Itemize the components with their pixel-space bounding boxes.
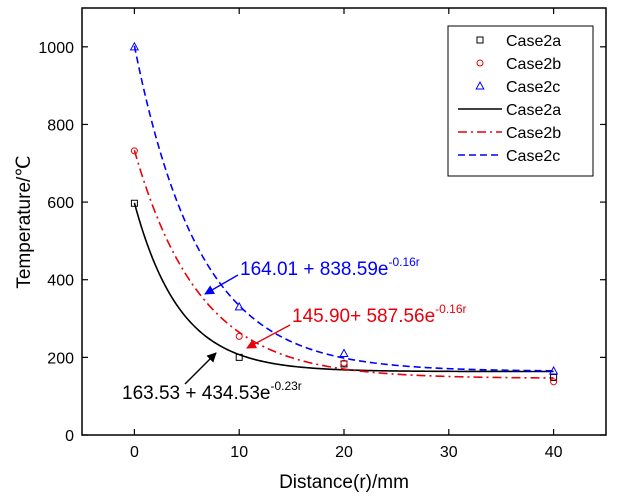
annotation-text-case2c: 164.01 + 838.59e-0.16r — [240, 255, 420, 280]
annotation-case2a: 163.53 + 434.53e-0.23r — [122, 352, 302, 404]
data-point-case2a — [550, 374, 558, 382]
legend-label: Case2a — [506, 33, 561, 50]
legend-marker-case2a — [476, 36, 484, 44]
x-tick-label: 40 — [545, 444, 563, 461]
data-point-case2c — [548, 365, 559, 375]
legend-label: Case2b — [506, 125, 561, 142]
y-axis-title: Temperature/℃ — [14, 155, 35, 288]
legend-marker-case2c — [475, 80, 485, 90]
data-point-case2b — [340, 359, 348, 367]
annotation-case2b: 145.90+ 587.56e-0.16r — [246, 302, 467, 349]
data-point-case2c — [234, 301, 244, 311]
fit-curves — [133, 45, 554, 379]
legend: Case2a Case2b Case2c Case2a Case2b Case2c — [447, 25, 594, 177]
data-point-case2a — [235, 353, 243, 361]
annotation-text-case2b: 145.90+ 587.56e-0.16r — [292, 302, 467, 327]
legend-marker-case2b — [476, 59, 484, 67]
x-tick-label: 0 — [130, 444, 139, 461]
data-point-case2a — [130, 199, 138, 207]
y-tick-label: 0 — [65, 428, 74, 445]
x-tick-label: 30 — [440, 444, 458, 461]
y-tick-label: 600 — [47, 195, 74, 212]
legend-label: Case2c — [506, 148, 560, 165]
data-point-case2c — [129, 41, 140, 51]
annotation-text-case2a: 163.53 + 434.53e-0.23r — [122, 379, 302, 404]
fit-curve-case2c — [133, 45, 554, 372]
legend-label: Case2b — [506, 56, 561, 73]
fit-curve-case2a — [133, 202, 554, 373]
data-point-case2b — [235, 332, 243, 340]
annotation-arrow-case2b — [246, 324, 291, 349]
legend-box — [447, 25, 594, 177]
annotation-arrow-case2c — [204, 274, 239, 295]
data-point-case2b — [550, 378, 558, 386]
x-tick-label: 10 — [230, 444, 248, 461]
y-tick-label: 800 — [47, 117, 74, 134]
data-points — [129, 41, 559, 386]
legend-label: Case2a — [506, 102, 561, 119]
annotation-arrow-case2a — [184, 352, 217, 385]
data-point-case2c — [339, 348, 349, 357]
fit-curve-case2b — [133, 150, 554, 379]
data-point-case2b — [130, 147, 138, 155]
y-tick-label: 1000 — [38, 40, 74, 57]
y-tick-label: 200 — [47, 350, 74, 367]
x-tick-label: 20 — [335, 444, 353, 461]
y-tick-label: 400 — [47, 273, 74, 290]
legend-label: Case2c — [506, 79, 560, 96]
annotation-case2c: 164.01 + 838.59e-0.16r — [204, 255, 420, 295]
x-axis-title: Distance(r)/mm — [279, 472, 409, 493]
